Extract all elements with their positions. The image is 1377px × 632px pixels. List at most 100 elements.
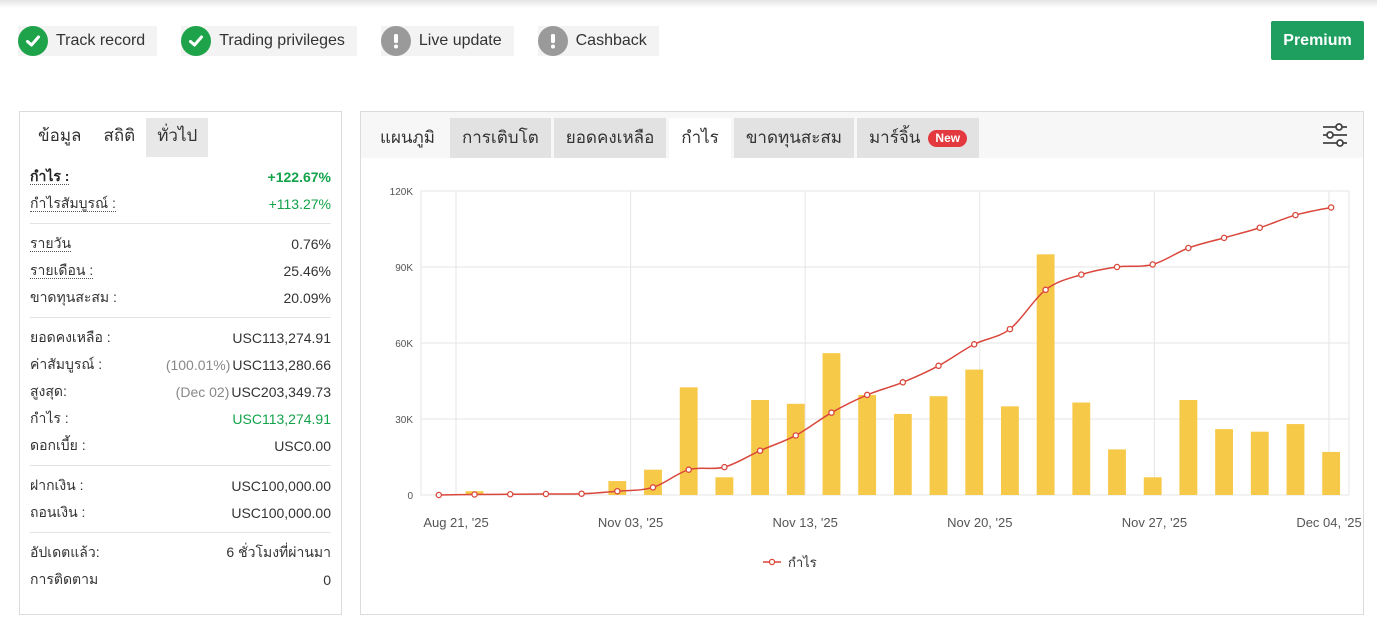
tab-general[interactable]: ทั่วไป — [146, 118, 209, 157]
badge-label: Cashback — [575, 32, 647, 49]
stat-value: 6 ชั่วโมงที่ผ่านมา — [226, 543, 331, 560]
line-point — [1113, 263, 1121, 271]
bar — [1322, 451, 1341, 495]
line-point — [792, 432, 800, 439]
legend-label: กำไร — [788, 555, 817, 570]
badge-label: Track record — [56, 32, 146, 49]
line-point — [542, 490, 550, 498]
badge-track-record: Track record — [18, 26, 158, 56]
stat-value: USC100,000.00 — [231, 504, 331, 521]
stat-value: 25.46% — [283, 262, 331, 279]
line-point — [614, 487, 621, 495]
stat-row-balance: ยอดคงเหลือ : USC113,274.91 — [30, 324, 331, 351]
bar — [858, 394, 877, 495]
line-point — [1292, 211, 1299, 219]
profit-chart: 0 30K 60K 90K 120K Aug 21, '25 Nov 03, '25 Nov … — [361, 158, 1365, 616]
y-tick-label: 60K — [395, 339, 413, 350]
bar — [893, 413, 912, 495]
stat-row-tracking: การติดตาม 0 — [30, 566, 331, 593]
line-point — [578, 490, 585, 497]
x-tick-label: Dec 04, '25 — [1296, 515, 1361, 530]
line-point — [435, 491, 443, 499]
chart-panel: แผนภูมิ การเติบโต ยอดคงเหลือ กำไร ขาดทุน… — [360, 111, 1364, 615]
line-point — [1006, 325, 1014, 333]
line-point — [863, 391, 871, 399]
stats-tabs: ข้อมูล สถิติ ทั่วไป — [20, 112, 341, 157]
x-tick-label: Nov 27, '25 — [1122, 515, 1187, 530]
tab-growth[interactable]: การเติบโต — [449, 118, 551, 158]
stat-label[interactable]: รายวัน — [30, 235, 72, 252]
stat-label: กำไร : — [30, 409, 69, 426]
stat-label: อัปเดตแล้ว: — [30, 543, 100, 560]
stat-row-absolute-gain: กำไรสัมบูรณ์ : +113.27% — [30, 190, 331, 217]
tab-profit[interactable]: กำไร — [669, 118, 731, 158]
stat-label[interactable]: กำไรสัมบูรณ์ : — [30, 195, 116, 212]
tab-statistics[interactable]: สถิติ — [92, 118, 147, 157]
legend-marker — [768, 558, 776, 566]
stats-group-funds: ฝากเงิน : USC100,000.00 ถอนเงิน : USC100… — [30, 466, 331, 533]
tab-margin[interactable]: มาร์จิ้น New — [856, 118, 980, 158]
bar — [1001, 406, 1019, 495]
stat-value: +122.67% — [267, 168, 331, 185]
stat-label[interactable]: กำไร : — [30, 168, 70, 185]
exclamation-circle-icon — [537, 26, 568, 56]
stat-label: ค่าสัมบูรณ์ : — [30, 355, 103, 372]
status-badges: Track record Trading privileges Live upd… — [18, 26, 659, 56]
tab-drawdown[interactable]: ขาดทุนสะสม — [733, 118, 854, 158]
stat-row-withdrawals: ถอนเงิน : USC100,000.00 — [30, 499, 331, 526]
bar — [679, 387, 698, 495]
stat-label: ดอกเบี้ย : — [30, 436, 86, 453]
line-point — [970, 341, 978, 348]
profit-chart-svg: 0 30K 60K 90K 120K Aug 21, '25 Nov 03, '25 Nov … — [390, 187, 1362, 570]
bar — [1143, 477, 1162, 495]
stat-value: +113.27% — [268, 195, 331, 212]
y-tick-label: 0 — [407, 491, 413, 502]
stat-value: 0.76% — [291, 235, 331, 252]
stat-row-interest: ดอกเบี้ย : USC0.00 — [30, 432, 331, 459]
x-tick-label: Aug 21, '25 — [423, 515, 488, 530]
stat-row-equity: ค่าสัมบูรณ์ : (100.01%) USC113,280.66 — [30, 351, 331, 378]
stat-row-gain: กำไร : +122.67% — [30, 163, 331, 190]
stat-label: ยอดคงเหลือ : — [30, 328, 111, 345]
stat-label: การติดตาม — [30, 570, 99, 587]
line-point — [1220, 234, 1228, 242]
tab-info[interactable]: ข้อมูล — [38, 126, 82, 145]
sliders-icon[interactable] — [1321, 122, 1349, 148]
line-point — [506, 490, 514, 498]
badge-label: Trading privileges — [219, 32, 345, 49]
stat-row-monthly: รายเดือน : 25.46% — [30, 257, 331, 284]
line-point — [1149, 261, 1156, 268]
bar — [715, 477, 734, 495]
x-tick-label: Nov 03, '25 — [598, 515, 663, 530]
stat-label[interactable]: รายเดือน : — [30, 262, 94, 279]
badge-trading-privileges: Trading privileges — [181, 26, 357, 56]
stat-label: ขาดทุนสะสม : — [30, 288, 117, 305]
stat-label: สูงสุด: — [30, 382, 67, 399]
stat-value: USC203,349.73 — [231, 383, 331, 400]
tab-chart[interactable]: แผนภูมิ — [380, 128, 435, 147]
check-circle-icon — [181, 26, 212, 56]
stats-body: กำไร : +122.67% กำไรสัมบูรณ์ : +113.27% … — [20, 157, 341, 599]
bar — [822, 353, 841, 495]
y-tick-label: 90K — [395, 263, 413, 274]
tab-balance[interactable]: ยอดคงเหลือ — [553, 118, 667, 158]
badge-live-update: Live update — [380, 26, 514, 56]
stats-group-balance: ยอดคงเหลือ : USC113,274.91 ค่าสัมบูรณ์ :… — [30, 318, 331, 466]
bar — [929, 396, 948, 495]
stats-group-rates: รายวัน 0.76% รายเดือน : 25.46% ขาดทุนสะส… — [30, 224, 331, 318]
premium-button[interactable]: Premium — [1271, 21, 1364, 60]
stat-label: ถอนเงิน : — [30, 503, 86, 520]
top-shadow — [0, 0, 1377, 8]
line-point — [899, 379, 907, 386]
x-tick-label: Nov 20, '25 — [947, 515, 1012, 530]
stats-panel: ข้อมูล สถิติ ทั่วไป กำไร : +122.67% กำไร… — [19, 111, 342, 615]
line-point — [1042, 286, 1049, 294]
y-tick-label: 30K — [395, 415, 413, 426]
stat-value: USC113,274.91 — [232, 410, 331, 427]
stat-prefix: (Dec 02) — [175, 383, 230, 400]
x-tick-label: Nov 13, '25 — [773, 515, 838, 530]
stats-group-meta: อัปเดตแล้ว: 6 ชั่วโมงที่ผ่านมา การติดตาม… — [30, 533, 331, 599]
line-point — [685, 466, 692, 473]
stat-row-profit: กำไร : USC113,274.91 — [30, 405, 331, 432]
stat-value: USC113,280.66 — [232, 356, 331, 373]
